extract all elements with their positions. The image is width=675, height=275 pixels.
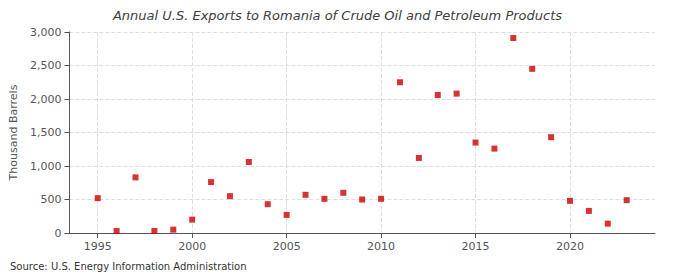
svg-text:Source: U.S. Energy Informatio: Source: U.S. Energy Information Administ… xyxy=(10,261,247,272)
svg-text:Annual U.S. Exports to Romania: Annual U.S. Exports to Romania of Crude … xyxy=(112,8,562,23)
svg-text:1,500: 1,500 xyxy=(30,126,62,139)
svg-text:3,000: 3,000 xyxy=(30,26,62,39)
svg-text:500: 500 xyxy=(40,193,61,206)
svg-text:2,000: 2,000 xyxy=(30,93,62,106)
svg-text:1,000: 1,000 xyxy=(30,160,62,173)
svg-text:Thousand Barrels: Thousand Barrels xyxy=(7,84,20,181)
svg-text:2020: 2020 xyxy=(556,240,584,253)
svg-text:2000: 2000 xyxy=(178,240,206,253)
svg-text:1995: 1995 xyxy=(84,240,112,253)
svg-text:2,500: 2,500 xyxy=(30,59,62,72)
svg-text:2005: 2005 xyxy=(273,240,301,253)
svg-text:2010: 2010 xyxy=(367,240,395,253)
svg-text:2015: 2015 xyxy=(462,240,490,253)
svg-text:0: 0 xyxy=(54,227,61,240)
